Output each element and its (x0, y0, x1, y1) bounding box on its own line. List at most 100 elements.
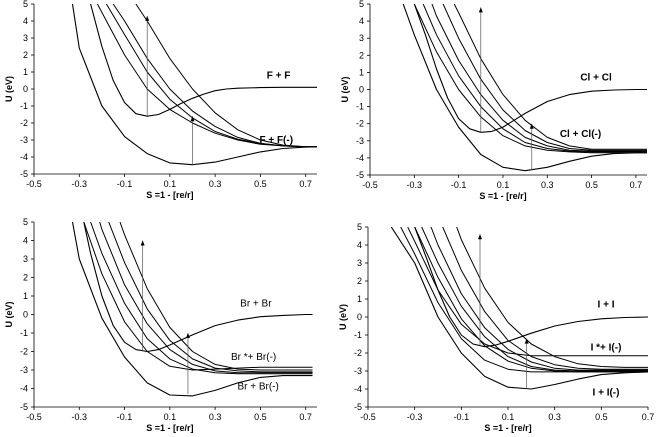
x-tick-label: 0.3 (548, 412, 561, 422)
y-tick-label: -1 (20, 328, 28, 338)
y-tick-label: -5 (20, 402, 28, 412)
y-axis-label: U (eV) (338, 304, 348, 330)
arrow-head (478, 234, 482, 240)
x-axis-label: S =1 - [re/r] (479, 191, 526, 201)
y-tick-label: 0 (357, 312, 362, 322)
arrow-head (140, 240, 145, 246)
panel-i2: -5 -4 -3 -2 -1 0 1 2 3 4 5 -0.5 -0.3 -0.1 0.1 0.3 0.5 0.7… (338, 222, 654, 433)
panel-cl2: -5 -4 -3 -2 -1 0 1 2 3 4 5 -0.5 -0.3 -0.1 0.1 0.3 0.5 0.7… (340, 0, 647, 201)
curve-cl-cl (413, 4, 647, 133)
arrow-head (145, 15, 150, 21)
x-tick-label: 0.7 (299, 179, 312, 189)
y-tick-label: 4 (357, 240, 362, 250)
y-axis-label: U (eV) (340, 76, 350, 102)
x-tick-label: 0.1 (502, 412, 515, 422)
curve-excited-4 (119, 222, 313, 371)
y-tick-label: 0 (23, 84, 28, 94)
y-tick-label: -3 (356, 136, 364, 146)
y-tick-label: 2 (23, 50, 28, 60)
curve-excited-3 (112, 4, 317, 148)
y-tick-label: -1 (356, 102, 364, 112)
y-tick-label: 4 (23, 16, 28, 26)
y-tick-label: 2 (23, 273, 28, 283)
y-tick-label: 3 (359, 33, 364, 43)
y-tick-label: 0 (23, 310, 28, 320)
y-tick-label: 4 (23, 236, 28, 246)
y-tick-label: 5 (359, 0, 364, 9)
arrow-head (524, 338, 529, 344)
y-tick-label: 5 (23, 217, 28, 227)
curve-i-i (407, 227, 648, 357)
curve-label: Cl + Cl(-) (560, 129, 601, 140)
x-tick-label: -0.5 (360, 412, 376, 422)
y-tick-label: 4 (359, 16, 364, 26)
y-tick-label: 2 (359, 50, 364, 60)
y-tick-label: -4 (356, 153, 364, 163)
x-axis-label: S =1 - [re/r] (146, 423, 193, 433)
curve-label: Br + Br(-) (237, 382, 278, 393)
x-tick-label: 0.5 (254, 179, 267, 189)
curve-br-br (83, 222, 313, 353)
curve-label: I + I(-) (593, 388, 620, 399)
curve-excited-5 (453, 4, 647, 150)
y-tick-label: 1 (359, 67, 364, 77)
curve-excited-3 (108, 222, 313, 373)
y-tick-label: 3 (357, 258, 362, 268)
y-tick-label: 1 (23, 67, 28, 77)
y-tick-label: 2 (357, 276, 362, 286)
curve-cl-cl (402, 4, 647, 172)
x-tick-label: 0.3 (209, 412, 222, 422)
curve-label: F + F(-) (259, 135, 293, 146)
x-tick-label: -0.1 (451, 180, 467, 190)
x-tick-label: -0.3 (72, 412, 88, 422)
y-tick-label: -5 (20, 169, 28, 179)
curves (402, 4, 647, 172)
y-tick-label: -4 (20, 152, 28, 162)
panel-br2: -5 -4 -3 -2 -1 0 1 2 3 4 5 -0.5 -0.3 -0.1 0.1 0.3 0.5 0.7… (4, 217, 317, 433)
y-tick-label: -2 (354, 348, 362, 358)
curve-label: Br + Br (240, 298, 272, 309)
curve-excited-3 (421, 227, 648, 372)
curve-i-i (390, 227, 648, 390)
curves (390, 227, 648, 390)
curves (71, 222, 313, 397)
y-tick-label: -3 (20, 365, 28, 375)
curve-excited-6 (456, 227, 648, 368)
curve-br-br (71, 222, 313, 397)
panel-f2: -5 -4 -3 -2 -1 0 1 2 3 4 5 -0.5 -0.3 -0.1 0.1 0.3 0.5 0.7… (4, 0, 317, 200)
y-tick-label: 0 (359, 85, 364, 95)
y-tick-label: -2 (356, 119, 364, 129)
curve-f-f (90, 4, 317, 117)
y-tick-label: -5 (354, 402, 362, 412)
curve-excited-4 (135, 4, 317, 148)
y-tick-label: -3 (354, 366, 362, 376)
x-tick-label: 0.3 (541, 180, 554, 190)
x-tick-label: -0.3 (407, 180, 423, 190)
curve-label: F + F (267, 70, 291, 81)
y-tick-label: 3 (23, 254, 28, 264)
x-axis-label: S =1 - [re/r] (146, 190, 193, 200)
curve-label: I *+ I(-) (591, 343, 622, 354)
y-tick-label: -1 (354, 330, 362, 340)
x-tick-label: -0.1 (117, 412, 133, 422)
y-tick-label: 1 (23, 291, 28, 301)
y-tick-label: -4 (354, 384, 362, 394)
x-tick-label: 0.5 (585, 180, 598, 190)
y-tick-label: -1 (20, 101, 28, 111)
x-tick-label: 0.1 (164, 179, 177, 189)
y-tick-label: -3 (20, 135, 28, 145)
x-tick-label: 0.3 (209, 179, 222, 189)
x-tick-label: -0.5 (362, 180, 378, 190)
curve-excited-4 (442, 4, 647, 151)
curve-excited-4 (430, 227, 648, 371)
x-tick-label: 0.5 (595, 412, 608, 422)
y-tick-label: 5 (357, 222, 362, 232)
x-tick-label: 0.5 (254, 412, 267, 422)
curve-excited-1 (90, 222, 313, 375)
arrow-head (529, 123, 534, 129)
curve-i-i (414, 227, 648, 348)
curve-label: Cl + Cl (580, 73, 612, 84)
arrow-head (478, 7, 483, 13)
curve-excited-5 (442, 227, 648, 370)
curve-label: I + I (598, 299, 615, 310)
